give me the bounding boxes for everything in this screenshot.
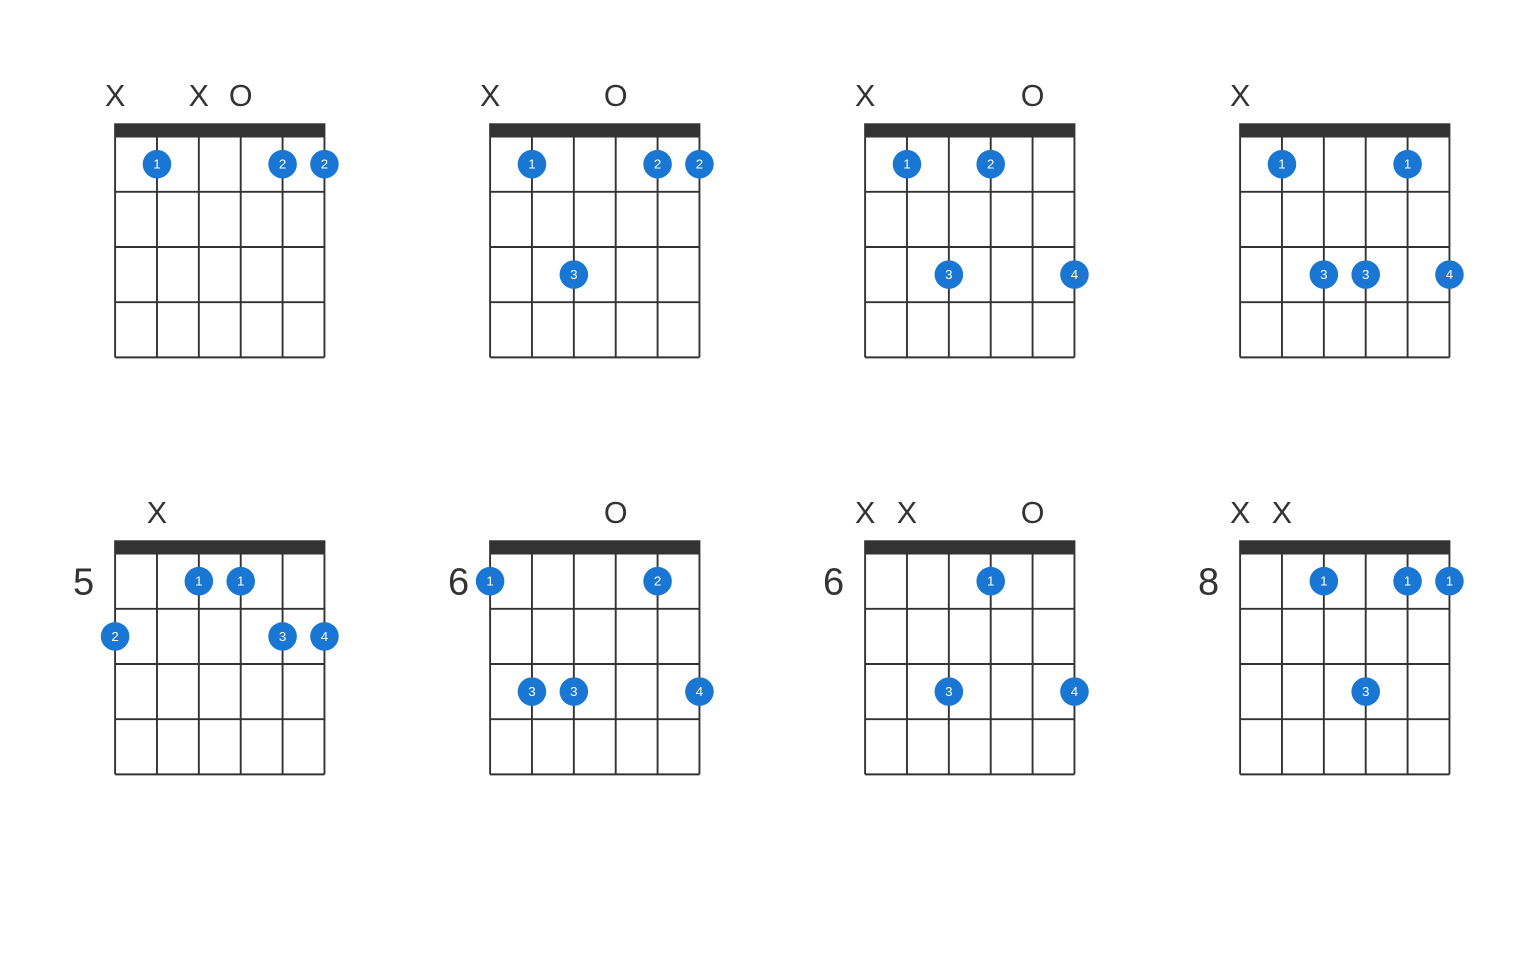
finger-number: 3	[1362, 684, 1369, 699]
nut-bar	[864, 123, 1075, 136]
fret-position-label: 5	[73, 561, 94, 603]
string-marker-x: X	[480, 79, 500, 113]
fret-position-label: 6	[823, 561, 844, 603]
fret-position-label: 8	[1198, 561, 1219, 603]
fret-position-label: 6	[448, 561, 469, 603]
finger-number: 3	[279, 629, 286, 644]
finger-number: 3	[1362, 267, 1369, 282]
string-marker-o: O	[229, 79, 253, 113]
finger-number: 1	[1404, 157, 1411, 172]
finger-number: 3	[945, 267, 952, 282]
finger-number: 4	[1071, 684, 1079, 699]
chord-diagram: X 1 1 3 3 4	[1183, 70, 1478, 367]
finger-number: 4	[321, 629, 329, 644]
finger-number: 2	[111, 629, 118, 644]
chord-diagram: 6 O 1 2 3 3 4	[433, 487, 728, 784]
finger-number: 1	[1278, 157, 1285, 172]
finger-number: 1	[903, 157, 910, 172]
finger-number: 2	[279, 157, 286, 172]
finger-number: 3	[945, 684, 952, 699]
string-marker-x: X	[855, 79, 875, 113]
string-marker-x: X	[1230, 79, 1250, 113]
finger-number: 4	[1071, 267, 1079, 282]
chord-diagram: 8XX1113	[1183, 487, 1478, 784]
finger-number: 2	[654, 574, 661, 589]
chord-grid: XXO122XO1223XO1234X113345X112346O123346X…	[58, 70, 1478, 784]
finger-number: 1	[486, 574, 493, 589]
string-marker-o: O	[604, 79, 628, 113]
finger-number: 3	[1320, 267, 1327, 282]
nut-bar	[114, 123, 325, 136]
finger-number: 3	[528, 684, 535, 699]
finger-number: 3	[570, 267, 577, 282]
string-marker-o: O	[604, 496, 628, 530]
string-marker-x: X	[189, 79, 209, 113]
top-bar	[489, 540, 700, 553]
finger-number: 2	[321, 157, 328, 172]
string-marker-o: O	[1021, 496, 1045, 530]
finger-number: 1	[1320, 574, 1327, 589]
chord-diagram: X O 1 2 2 3	[433, 70, 728, 367]
finger-number: 2	[987, 157, 994, 172]
nut-bar	[489, 123, 700, 136]
finger-number: 1	[237, 574, 244, 589]
string-marker-x: X	[855, 496, 875, 530]
finger-number: 1	[528, 157, 535, 172]
finger-number: 1	[1404, 574, 1411, 589]
finger-number: 1	[195, 574, 202, 589]
string-marker-x: X	[1272, 496, 1292, 530]
finger-number: 3	[570, 684, 577, 699]
finger-number: 2	[696, 157, 703, 172]
string-marker-x: X	[147, 496, 167, 530]
finger-number: 1	[1446, 574, 1453, 589]
top-bar	[864, 540, 1075, 553]
finger-number: 4	[1446, 267, 1454, 282]
finger-number: 1	[987, 574, 994, 589]
finger-number: 2	[654, 157, 661, 172]
chord-diagram: 6XXO134	[808, 487, 1103, 784]
string-marker-x: X	[897, 496, 917, 530]
chord-diagram: XXO122	[58, 70, 353, 367]
string-marker-x: X	[105, 79, 125, 113]
finger-number: 1	[153, 157, 160, 172]
top-bar	[1239, 540, 1450, 553]
string-marker-x: X	[1230, 496, 1250, 530]
finger-number: 4	[696, 684, 704, 699]
top-bar	[114, 540, 325, 553]
string-marker-o: O	[1021, 79, 1045, 113]
nut-bar	[1239, 123, 1450, 136]
chord-diagram: 5 X 1 1 2 3 4	[58, 487, 353, 784]
chord-diagram: X O 1 2 3 4	[808, 70, 1103, 367]
